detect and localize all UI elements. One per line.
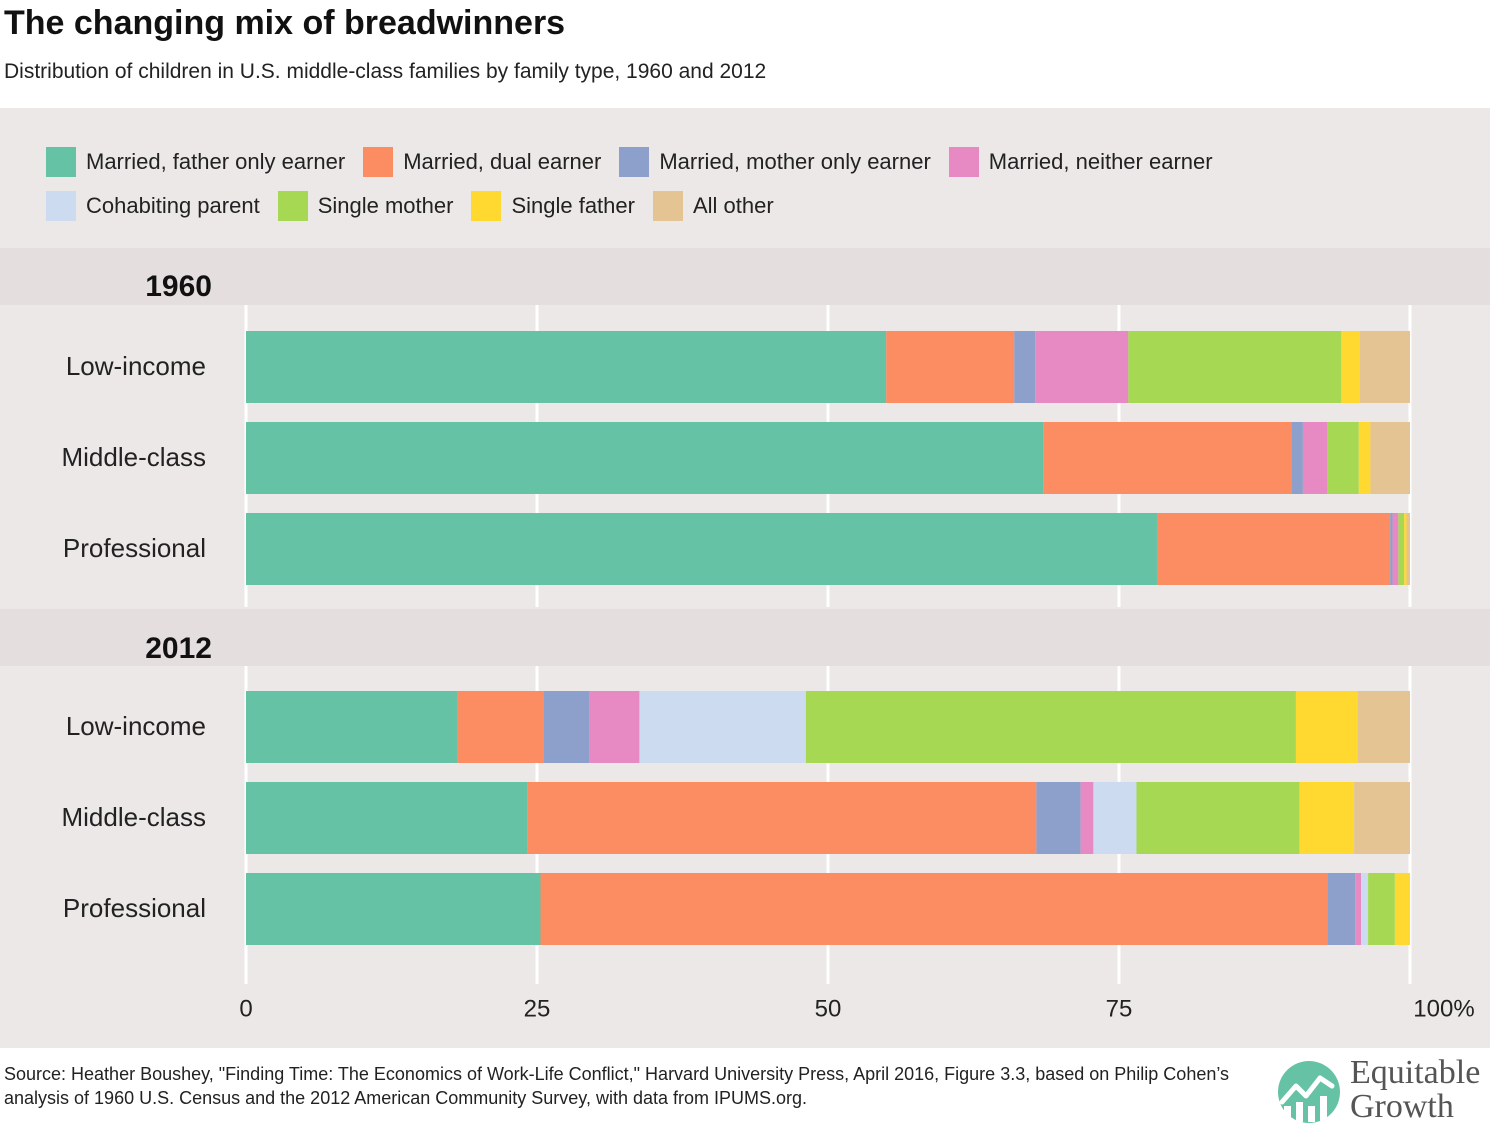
bar-segment-2012-professional-married-neither-earner <box>1355 873 1362 945</box>
legend-item-married-mother-only: Married, mother only earner <box>619 147 931 177</box>
legend-item-married-dual: Married, dual earner <box>363 147 601 177</box>
group-label-1960: 1960 <box>145 270 212 303</box>
bar-segment-2012-low-income-married-dual-earner <box>457 691 544 763</box>
category-label-professional-2012: Professional <box>63 893 206 923</box>
legend: Married, father only earner Married, dua… <box>46 140 1446 228</box>
group-header-band-2012 <box>0 609 1490 666</box>
bar-segment-1960-professional-single-mother <box>1398 513 1405 585</box>
bar-segment-1960-middle-class-single-mother <box>1327 422 1359 494</box>
bar-segment-1960-middle-class-all-other <box>1370 422 1410 494</box>
legend-label: Single father <box>511 193 635 218</box>
bar-segment-1960-low-income-all-other <box>1359 331 1410 403</box>
bar-segment-1960-low-income-married-father-only-earner <box>246 331 887 403</box>
category-label-professional-1960: Professional <box>63 533 206 563</box>
bar-segment-2012-professional-single-father <box>1394 873 1410 945</box>
legend-swatch <box>619 147 650 177</box>
chart-subtitle: Distribution of children in U.S. middle-… <box>4 60 767 83</box>
legend-label: Cohabiting parent <box>86 193 260 218</box>
logo-wordmark: Equitable Growth <box>1350 1056 1480 1124</box>
bar-segment-1960-professional-married-neither-earner <box>1392 513 1399 585</box>
bar-segment-1960-professional-all-other <box>1406 513 1410 585</box>
bar-segment-2012-low-income-married-mother-only-earner <box>543 691 590 763</box>
legend-item-married-neither: Married, neither earner <box>948 147 1213 177</box>
bar-segment-2012-professional-single-mother <box>1368 873 1395 945</box>
bar-segment-1960-professional-married-mother-only-earner <box>1390 513 1393 585</box>
legend-item-all-other: All other <box>652 191 774 221</box>
category-label-low-income-1960: Low-income <box>66 351 206 381</box>
bar-segment-2012-professional-married-dual-earner <box>540 873 1328 945</box>
bar-segment-2012-middle-class-cohabiting-parent <box>1093 782 1137 854</box>
legend-label: Married, mother only earner <box>659 149 931 174</box>
legend-swatch <box>363 147 394 177</box>
legend-swatch <box>277 191 308 221</box>
bar-segment-1960-low-income-single-mother <box>1128 331 1342 403</box>
bar-segment-2012-middle-class-married-mother-only-earner <box>1036 782 1081 854</box>
logo-line-2: Growth <box>1350 1088 1454 1125</box>
x-tick-label-0: 0 <box>239 995 252 1022</box>
bar-segment-2012-low-income-single-father <box>1295 691 1358 763</box>
bar-segment-1960-middle-class-married-mother-only-earner <box>1291 422 1303 494</box>
bar-segment-2012-low-income-married-father-only-earner <box>246 691 458 763</box>
bar-segment-1960-middle-class-single-father <box>1358 422 1371 494</box>
bar-segment-2012-professional-married-father-only-earner <box>246 873 541 945</box>
category-label-middle-class-1960: Middle-class <box>62 442 207 472</box>
equitable-growth-logo: Equitable Growth <box>1276 1056 1490 1128</box>
bar-segment-1960-low-income-single-father <box>1341 331 1360 403</box>
legend-swatch <box>46 191 76 221</box>
chart-title: The changing mix of breadwinners <box>4 4 566 42</box>
bar-segment-2012-middle-class-married-neither-earner <box>1080 782 1094 854</box>
legend-swatch <box>471 191 502 221</box>
bar-segment-1960-low-income-married-mother-only-earner <box>1014 331 1036 403</box>
group-label-2012: 2012 <box>145 632 212 665</box>
x-tick-label-50: 50 <box>815 995 842 1022</box>
legend-row-1: Married, father only earner Married, dua… <box>46 140 1446 184</box>
source-note: Source: Heather Boushey, "Finding Time: … <box>4 1064 1230 1108</box>
bar-segment-2012-middle-class-married-father-only-earner <box>246 782 528 854</box>
logo-line-1: Equitable <box>1350 1054 1481 1091</box>
legend-swatch <box>652 191 683 221</box>
category-label-low-income-2012: Low-income <box>66 711 206 741</box>
bar-segment-1960-professional-married-dual-earner <box>1157 513 1391 585</box>
bar-segment-2012-low-income-married-neither-earner <box>589 691 640 763</box>
legend-label: Single mother <box>317 193 454 218</box>
legend-item-married-father-only: Married, father only earner <box>46 147 345 177</box>
legend-row-2: Cohabiting parent Single mother Single f… <box>46 184 1446 228</box>
bar-segment-2012-middle-class-married-dual-earner <box>527 782 1037 854</box>
bar-segment-2012-professional-cohabiting-parent <box>1361 873 1369 945</box>
bar-segment-1960-professional-single-father <box>1404 513 1407 585</box>
bar-segment-2012-low-income-cohabiting-parent <box>639 691 806 763</box>
bar-segment-1960-middle-class-married-neither-earner <box>1302 422 1328 494</box>
growth-logo-icon <box>1278 1061 1340 1123</box>
bar-segment-1960-low-income-married-dual-earner <box>886 331 1015 403</box>
bar-segment-2012-low-income-single-mother <box>805 691 1296 763</box>
x-tick-label-25: 25 <box>524 995 551 1022</box>
bar-segment-1960-low-income-married-neither-earner <box>1035 331 1129 403</box>
legend-label: Married, dual earner <box>403 149 602 174</box>
x-tick-label-75: 75 <box>1106 995 1133 1022</box>
bar-segment-1960-middle-class-married-father-only-earner <box>246 422 1044 494</box>
legend-swatch <box>46 147 76 177</box>
legend-item-single-father: Single father <box>471 191 635 221</box>
bar-segment-2012-middle-class-single-father <box>1299 782 1355 854</box>
bar-segment-2012-low-income-all-other <box>1357 691 1410 763</box>
x-tick-label-100: 100% <box>1413 995 1474 1022</box>
bar-segment-1960-professional-married-father-only-earner <box>246 513 1158 585</box>
legend-label: Married, father only earner <box>86 149 346 174</box>
category-label-middle-class-2012: Middle-class <box>62 802 207 832</box>
legend-swatch <box>948 147 979 177</box>
legend-label: Married, neither earner <box>988 149 1213 174</box>
bar-segment-2012-middle-class-all-other <box>1354 782 1410 854</box>
bar-segment-2012-professional-married-mother-only-earner <box>1327 873 1356 945</box>
legend-item-cohabiting: Cohabiting parent <box>46 191 260 221</box>
legend-label: All other <box>692 193 774 218</box>
bar-segment-1960-middle-class-married-dual-earner <box>1043 422 1292 494</box>
legend-item-single-mother: Single mother <box>277 191 454 221</box>
bar-segment-2012-middle-class-single-mother <box>1136 782 1300 854</box>
group-header-band-1960 <box>0 248 1490 305</box>
